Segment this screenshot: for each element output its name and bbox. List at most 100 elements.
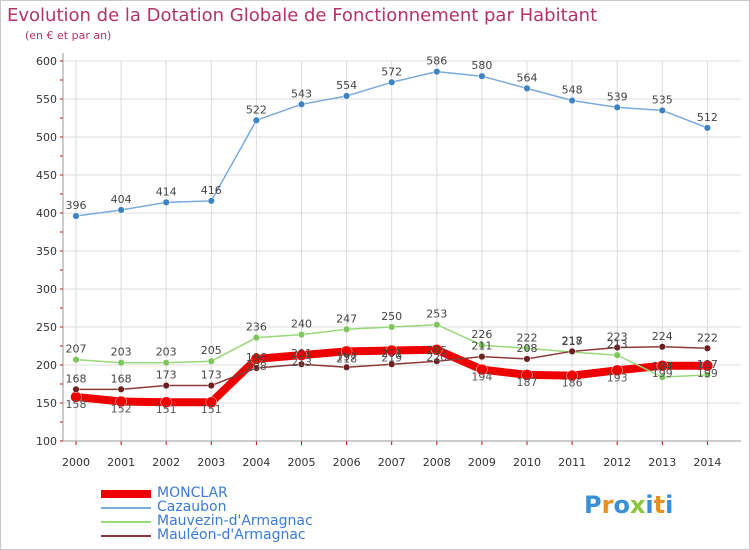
data-label: 539: [607, 90, 628, 103]
y-tick-label: 200: [36, 359, 57, 372]
data-label: 205: [201, 344, 222, 357]
data-point: [523, 355, 531, 363]
data-point: [250, 353, 263, 365]
x-tick-label: 2004: [242, 456, 270, 469]
data-label: 223: [607, 331, 628, 344]
data-point: [613, 343, 621, 352]
data-label: 201: [381, 347, 402, 360]
data-point: [703, 344, 711, 352]
logo-letter: i: [645, 491, 654, 519]
data-label: 218: [562, 334, 583, 347]
logo-letter: x: [629, 491, 646, 519]
data-point: [117, 206, 125, 214]
data-label: 186: [562, 377, 583, 390]
data-label: 187: [697, 358, 718, 371]
data-point: [207, 197, 215, 205]
y-tick-label: 300: [36, 283, 57, 296]
logo-letter: t: [653, 491, 666, 519]
data-label: 543: [291, 87, 312, 100]
proxiti-logo: Proxiti: [584, 491, 673, 519]
data-label: 151: [201, 403, 222, 416]
data-label: 572: [381, 65, 402, 78]
x-tick-label: 2013: [648, 456, 676, 469]
data-point: [658, 373, 666, 381]
legend-swatch: [101, 521, 151, 523]
x-tick-label: 2011: [558, 456, 586, 469]
data-label: 187: [517, 376, 538, 389]
data-label: 197: [336, 350, 357, 363]
axes: 100 150 200 250 300 350 400 450 500 550 600 2000 200…: [36, 53, 741, 469]
data-label: 224: [652, 330, 673, 343]
x-tick-label: 2005: [288, 456, 316, 469]
data-point: [433, 357, 441, 365]
x-tick-label: 2002: [152, 456, 180, 469]
data-label: 217: [562, 335, 583, 348]
x-tick-label: 2008: [423, 456, 451, 469]
x-tick-label: 2003: [197, 456, 225, 469]
data-point: [117, 385, 125, 393]
y-tick-label: 250: [36, 321, 57, 334]
data-label: 586: [426, 55, 447, 68]
data-label: 564: [517, 71, 538, 84]
data-label: 207: [66, 343, 87, 356]
y-tick-label: 350: [36, 245, 57, 258]
y-tick-label: 150: [36, 397, 57, 410]
data-label: 151: [156, 403, 177, 416]
data-label: 414: [156, 185, 177, 198]
y-tick-label: 400: [36, 207, 57, 220]
data-point: [611, 364, 623, 377]
data-point: [613, 351, 621, 359]
data-label: 203: [156, 346, 177, 359]
data-point: [72, 212, 80, 220]
data-label: 416: [201, 184, 222, 197]
data-point: [658, 106, 666, 114]
data-label: 253: [426, 308, 447, 321]
data-label: 168: [66, 372, 87, 385]
data-label: 522: [246, 103, 267, 116]
legend-swatch: [101, 535, 151, 537]
data-label: 236: [246, 321, 267, 334]
data-label: 226: [471, 328, 492, 341]
data-label: 194: [471, 371, 492, 384]
logo-letter: r: [601, 491, 614, 519]
logo-letter: o: [613, 491, 630, 519]
data-point: [388, 323, 396, 331]
data-point: [431, 344, 443, 356]
data-label: 548: [562, 84, 583, 97]
data-label: 219: [381, 352, 402, 365]
logo-letter: P: [584, 491, 602, 519]
data-label: 199: [697, 367, 718, 380]
data-label: 208: [246, 360, 267, 373]
data-label: 240: [291, 318, 312, 331]
data-label: 199: [652, 367, 673, 380]
data-point: [72, 385, 80, 393]
data-point: [162, 198, 170, 206]
x-tick-label: 2001: [107, 456, 135, 469]
data-label: 247: [336, 312, 357, 325]
data-point: [162, 359, 170, 367]
data-label: 213: [291, 356, 312, 369]
x-tick-label: 2014: [693, 456, 721, 469]
data-point: [658, 343, 666, 351]
data-point: [115, 395, 127, 408]
data-point: [252, 116, 260, 124]
data-label: 184: [652, 360, 673, 373]
data-point: [523, 344, 531, 352]
data-point: [72, 356, 80, 364]
data-label: 396: [66, 199, 87, 212]
data-point: [478, 341, 486, 349]
data-label: 554: [336, 79, 357, 92]
data-point: [295, 349, 308, 361]
y-tick-label: 600: [36, 55, 57, 68]
data-point: [297, 100, 306, 108]
data-label: 208: [517, 342, 538, 355]
data-label: 213: [607, 338, 628, 351]
x-tick-label: 2006: [333, 456, 361, 469]
data-label: 205: [426, 344, 447, 357]
legend-swatch: [101, 490, 151, 498]
data-label: 193: [607, 371, 628, 384]
data-point: [703, 124, 711, 132]
data-point: [568, 96, 576, 105]
x-tick-label: 2000: [62, 456, 90, 469]
